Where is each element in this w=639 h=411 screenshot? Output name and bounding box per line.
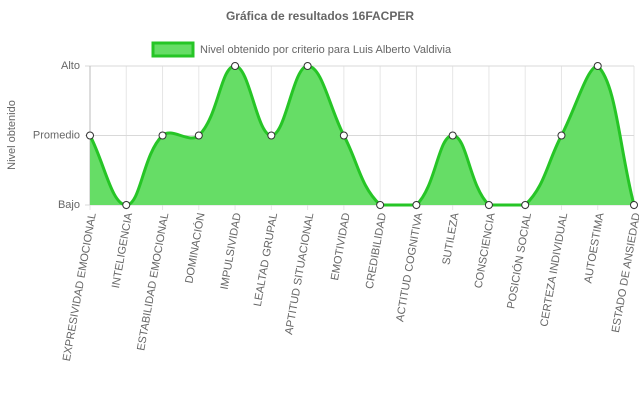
x-tick-label: SUTILEZA bbox=[441, 211, 462, 266]
x-tick-label: IMPULSIVIDAD bbox=[219, 212, 244, 291]
point bbox=[122, 201, 131, 209]
x-tick-label: EXPRESIVIDAD EMOCIONAL bbox=[61, 212, 99, 362]
x-tick-label: DOMINACIÓN bbox=[182, 212, 207, 285]
point bbox=[484, 201, 493, 209]
point bbox=[339, 131, 348, 140]
y-tick-label: Bajo bbox=[58, 199, 80, 211]
x-tick-label: POSICIÓN SOCIAL bbox=[504, 212, 534, 310]
x-tick-label: AUTOESTIMA bbox=[582, 211, 606, 284]
x-tick-label: EMOTIVIDAD bbox=[329, 212, 353, 282]
legend-swatch bbox=[151, 41, 195, 58]
x-tick-label: ESTABILIDAD EMOCIONAL bbox=[135, 212, 171, 352]
point bbox=[303, 62, 312, 70]
point bbox=[521, 201, 530, 209]
y-tick-label: Alto bbox=[61, 60, 80, 72]
x-tick-label: CERTEZA INDIVIDUAL bbox=[538, 212, 570, 328]
x-tick-label: INTELIGENCIA bbox=[110, 211, 135, 289]
x-tick-label: CREDIBILIDAD bbox=[364, 212, 389, 290]
x-tick-label: APTITUD SITUACIONAL bbox=[283, 212, 316, 336]
point bbox=[231, 62, 240, 70]
point bbox=[158, 131, 167, 140]
y-axis-title: Nivel obtenido bbox=[6, 100, 18, 170]
legend-label: Nivel obtenido por criterio para Luis Al… bbox=[200, 44, 452, 56]
point bbox=[194, 131, 203, 140]
point bbox=[557, 131, 566, 140]
x-tick-label: CONSCIENCIA bbox=[473, 211, 498, 289]
point bbox=[630, 201, 638, 209]
point bbox=[376, 201, 385, 209]
area bbox=[90, 66, 634, 205]
point bbox=[267, 131, 276, 140]
x-tick-label: ACTITUD COGNITIVA bbox=[394, 211, 425, 322]
y-tick-label: Promedio bbox=[33, 129, 80, 141]
x-tick-label: LEALTAD GRUPAL bbox=[252, 212, 280, 307]
point bbox=[593, 62, 602, 70]
point bbox=[86, 131, 94, 140]
line bbox=[88, 64, 636, 207]
x-tick-label: ESTADO DE ANSIEDAD bbox=[610, 212, 639, 334]
chart-title: Gráfica de resultados 16FACPER bbox=[226, 9, 414, 23]
point bbox=[412, 201, 421, 209]
point bbox=[448, 131, 457, 140]
